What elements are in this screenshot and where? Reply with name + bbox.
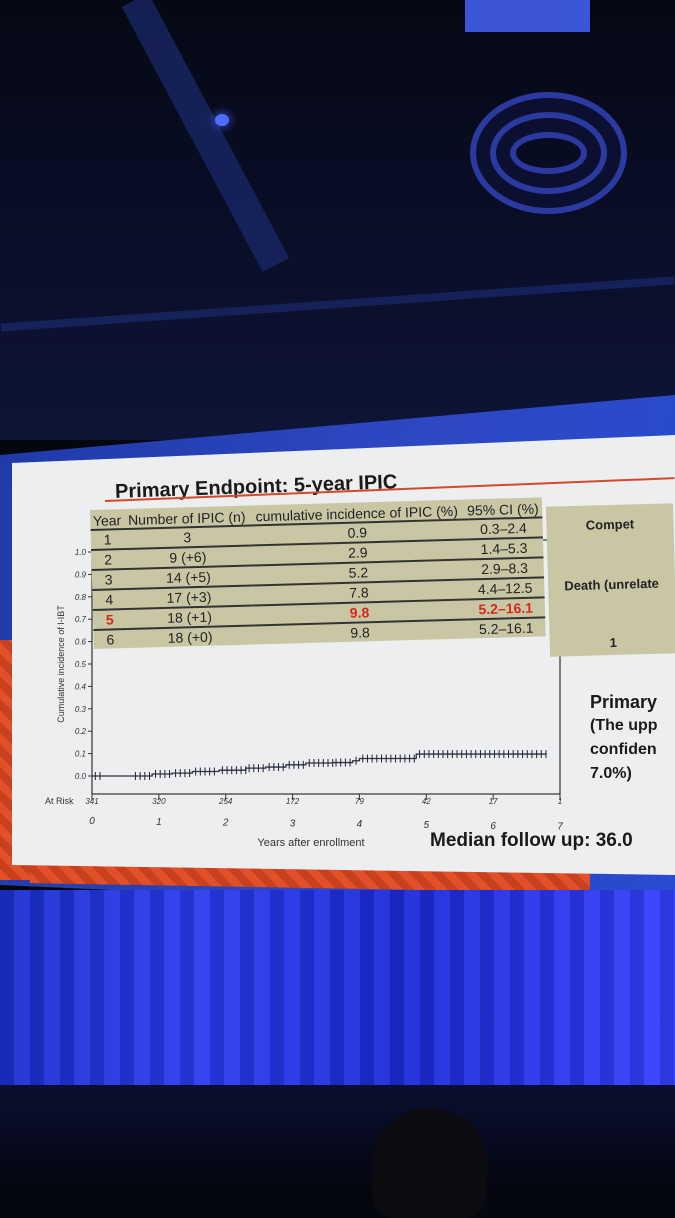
audience-head xyxy=(372,1108,487,1218)
at-risk-value: 17 xyxy=(489,797,498,806)
ceiling-light xyxy=(215,114,229,126)
at-risk-value: 172 xyxy=(286,797,300,806)
floor xyxy=(0,1085,675,1200)
table-cell: 5 xyxy=(92,609,127,630)
ceiling-panel xyxy=(465,0,590,32)
at-risk-value: 254 xyxy=(218,797,233,806)
table-cell: 18 (+0) xyxy=(126,625,254,649)
y-tick-label: 1.0 xyxy=(75,548,87,557)
y-tick-label: 0.1 xyxy=(75,750,86,759)
ipic-table: Year Number of IPIC (n) cumulative incid… xyxy=(90,497,546,649)
x-tick-label: 1 xyxy=(156,817,162,828)
table-cell: Death (unrelate xyxy=(564,575,660,594)
at-risk-value: 42 xyxy=(422,797,431,806)
y-tick-label: 0.9 xyxy=(75,570,87,579)
text-line: confiden xyxy=(590,741,657,758)
table-cell: 5.2–16.1 xyxy=(466,617,546,639)
at-risk-label: At Risk xyxy=(45,796,74,806)
competing-risk-table: Compet Death (unrelate 1 xyxy=(545,503,675,657)
y-tick-label: 0.2 xyxy=(75,727,87,736)
text-line: 7.0%) xyxy=(590,765,632,782)
cumulative-incidence-plot: 0.00.10.20.30.40.50.60.70.80.91.00341132… xyxy=(45,539,563,849)
x-tick-label: 0 xyxy=(89,816,95,827)
ceiling-vent xyxy=(470,92,627,214)
at-risk-value: 320 xyxy=(152,797,166,806)
y-tick-label: 0.0 xyxy=(75,772,87,781)
table-cell: 1.4–5.3 xyxy=(464,537,544,560)
col-header: 95% CI (%) xyxy=(466,500,539,519)
table-cell: 1 xyxy=(609,634,618,651)
col-header: Compet xyxy=(585,516,635,533)
ceiling xyxy=(0,0,675,440)
table-cell: 2.9–8.3 xyxy=(465,557,545,580)
x-tick-label: 3 xyxy=(290,818,296,829)
at-risk-value: 341 xyxy=(85,797,98,806)
median-follow-up: Median follow up: 36.0 xyxy=(430,830,633,851)
table-cell: 1 xyxy=(90,529,125,550)
table-cell: 4.4–12.5 xyxy=(465,577,545,600)
y-tick-label: 0.4 xyxy=(75,682,87,691)
x-tick-label: 5 xyxy=(424,820,430,831)
table-cell: 4 xyxy=(92,589,127,610)
text-line: Primary xyxy=(590,692,658,712)
col-header: Year xyxy=(92,512,122,529)
x-axis-label: Years after enrollment xyxy=(257,837,364,849)
table-cell: 0.3–2.4 xyxy=(463,517,543,540)
y-tick-label: 0.5 xyxy=(75,660,87,669)
y-axis-label: Cumulative incidence of I-IBT xyxy=(56,605,66,723)
x-tick-label: 7 xyxy=(557,822,563,833)
at-risk-value: 1 xyxy=(558,797,562,806)
text-line: (The upp xyxy=(590,717,658,734)
x-tick-label: 4 xyxy=(357,819,363,830)
table-cell: 6 xyxy=(93,629,128,649)
incidence-curve xyxy=(92,753,547,777)
y-tick-label: 0.7 xyxy=(75,615,87,624)
at-risk-value: 79 xyxy=(355,797,364,806)
y-tick-label: 0.6 xyxy=(75,638,87,647)
table-cell: 3 xyxy=(91,569,126,590)
y-tick-label: 0.8 xyxy=(75,593,87,602)
primary-result-text: Primary (The upp confiden 7.0%) xyxy=(590,690,658,786)
x-tick-label: 2 xyxy=(222,818,229,829)
y-tick-label: 0.3 xyxy=(75,705,87,714)
table-cell: 5.2–16.1 xyxy=(466,597,546,620)
x-tick-label: 6 xyxy=(490,821,496,832)
plot-marks xyxy=(92,750,547,780)
table-cell: 2 xyxy=(91,549,126,570)
stage-curtain xyxy=(0,890,675,1090)
plot-axes: 0.00.10.20.30.40.50.60.70.80.91.00341132… xyxy=(45,539,563,849)
stage-backdrop xyxy=(0,890,675,1090)
